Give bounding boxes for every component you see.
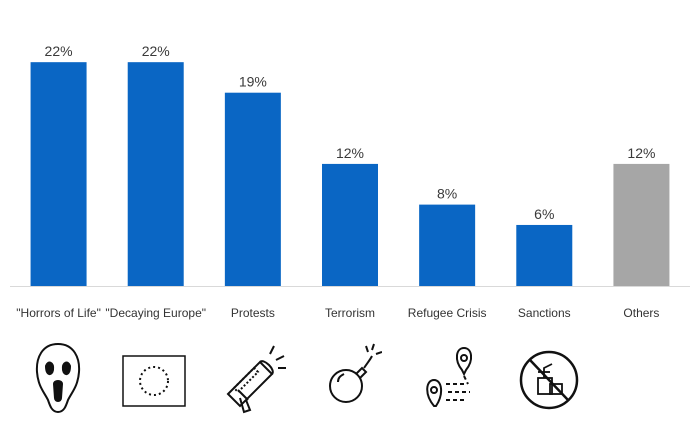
bar-2	[224, 92, 281, 287]
bar-3	[322, 163, 378, 286]
icon-row	[0, 332, 700, 432]
category-label-3: Terrorism	[325, 306, 375, 320]
value-labels-group: 22% 22% 19% 12% 8% 6% 12%	[45, 43, 656, 222]
eu-flag-icon	[120, 340, 190, 416]
category-labels-group: "Horrors of Life" "Decaying Europe" Protes…	[16, 306, 659, 320]
bar-1	[127, 62, 184, 286]
value-label-4: 8%	[437, 186, 457, 202]
value-label-6: 12%	[627, 145, 655, 161]
bar-6	[613, 163, 670, 286]
category-label-1: "Decaying Europe"	[105, 306, 206, 320]
value-label-2: 19%	[239, 74, 267, 90]
value-label-3: 12%	[336, 145, 364, 161]
value-label-1: 22%	[142, 43, 170, 59]
bar-4	[419, 204, 476, 286]
value-label-0: 22%	[45, 43, 73, 59]
category-label-2: Protests	[231, 306, 275, 320]
category-label-0: "Horrors of Life"	[16, 306, 101, 320]
megaphone-icon	[218, 340, 288, 416]
value-label-5: 6%	[534, 206, 554, 222]
no-shopping-icon	[516, 340, 582, 416]
bars-group	[30, 62, 670, 287]
bar-chart: 22% 22% 19% 12% 8% 6% 12% "Horrors of Life" "De…	[10, 43, 690, 320]
bomb-icon	[322, 340, 383, 416]
bar-0	[30, 62, 87, 286]
category-label-4: Refugee Crisis	[408, 306, 487, 320]
category-label-6: Others	[623, 306, 659, 320]
migration-route-icon	[418, 340, 484, 416]
scream-mask-icon	[28, 340, 88, 416]
category-label-5: Sanctions	[518, 306, 571, 320]
bar-5	[516, 224, 573, 286]
